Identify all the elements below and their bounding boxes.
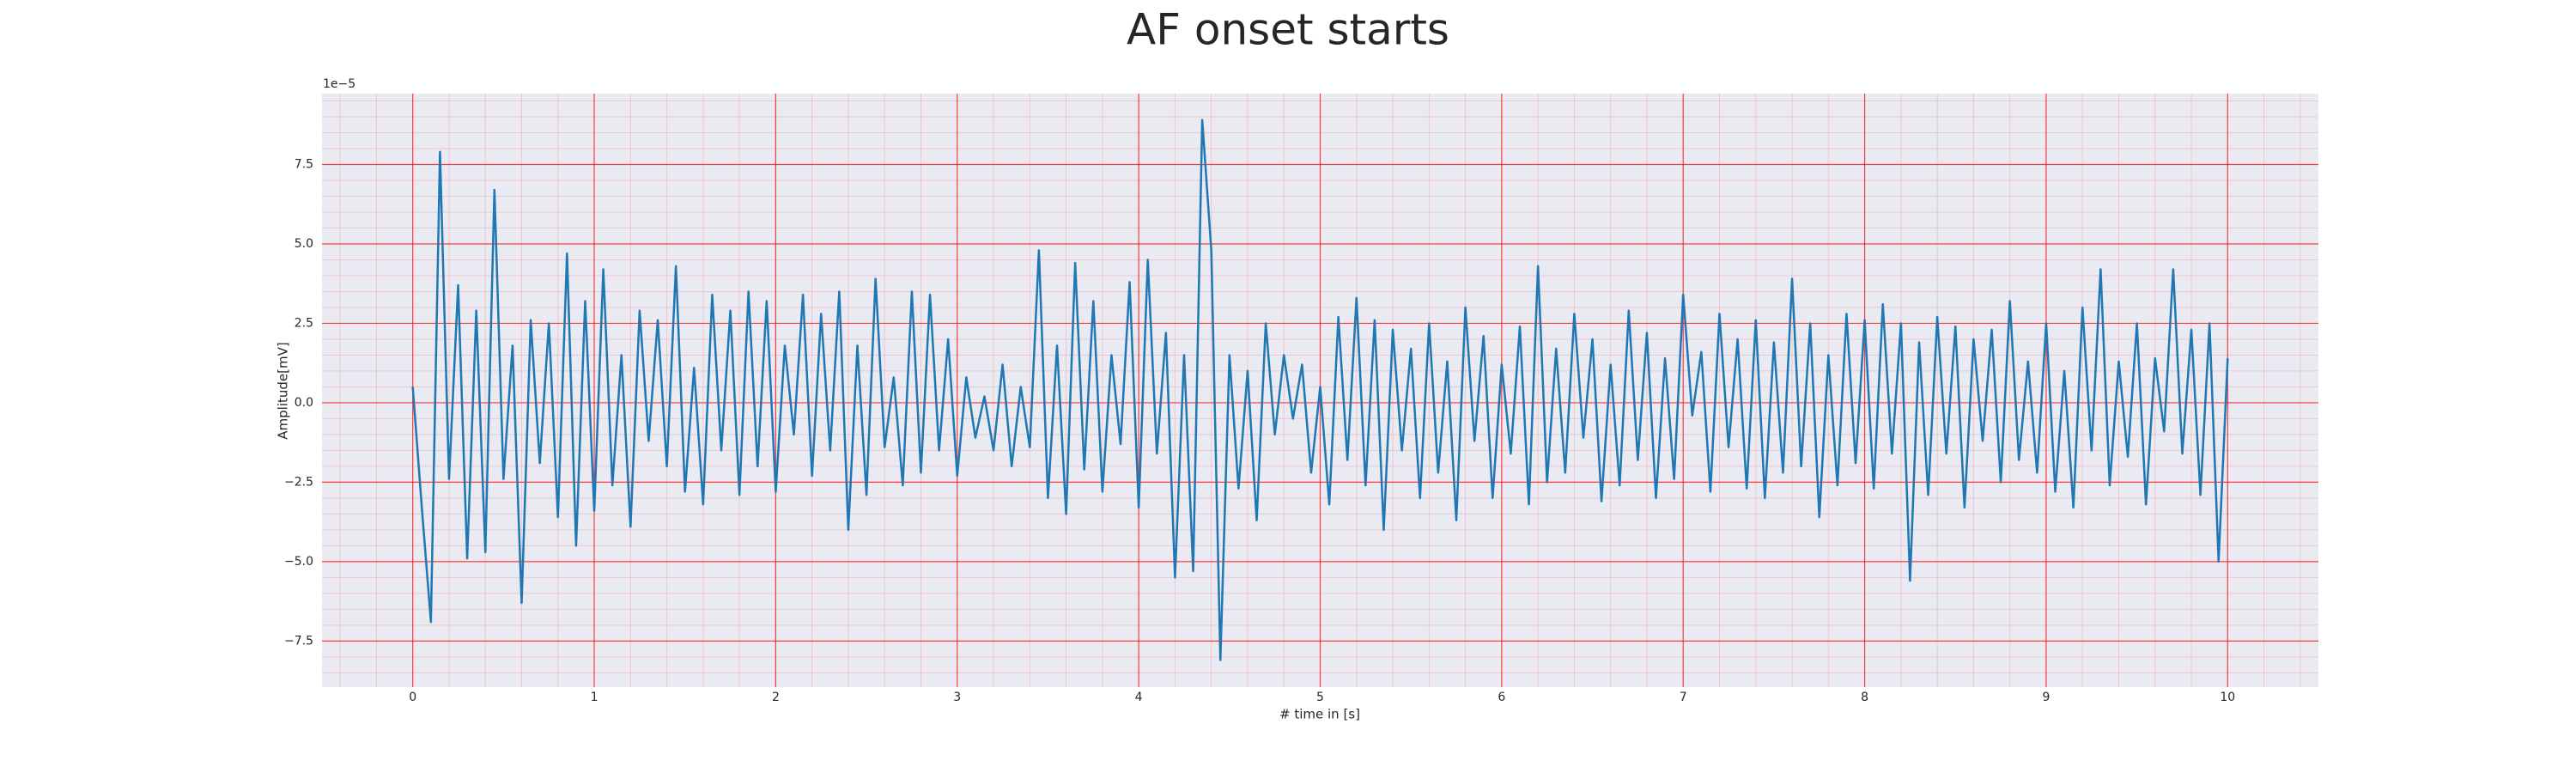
chart-title: AF onset starts — [1127, 5, 1449, 55]
y-axis-label: Amplitude[mV] — [276, 342, 291, 439]
x-tick-label: 7 — [1680, 691, 1687, 704]
x-tick-label: 6 — [1498, 691, 1505, 704]
x-tick-label: 0 — [409, 691, 416, 704]
y-tick-label: 7.5 — [295, 157, 313, 171]
x-tick-label: 10 — [2220, 691, 2235, 704]
x-tick-label: 3 — [953, 691, 961, 704]
signal-line — [411, 119, 2229, 661]
y-tick-label: 2.5 — [295, 316, 313, 330]
x-tick-label: 9 — [2042, 691, 2050, 704]
y-offset-label: 1e−5 — [323, 77, 355, 91]
y-tick-label: −5.0 — [284, 555, 313, 569]
x-tick-label: 1 — [591, 691, 598, 704]
y-tick-label: 5.0 — [295, 237, 313, 251]
y-tick-label: −2.5 — [284, 475, 313, 489]
x-axis-label: # time in [s] — [1279, 707, 1360, 722]
x-tick-label: 2 — [772, 691, 780, 704]
x-tick-label: 8 — [1861, 691, 1868, 704]
y-tick-label: 0.0 — [295, 396, 313, 410]
x-tick-label: 5 — [1316, 691, 1324, 704]
x-tick-label: 4 — [1135, 691, 1143, 704]
y-tick-label: −7.5 — [284, 634, 313, 648]
